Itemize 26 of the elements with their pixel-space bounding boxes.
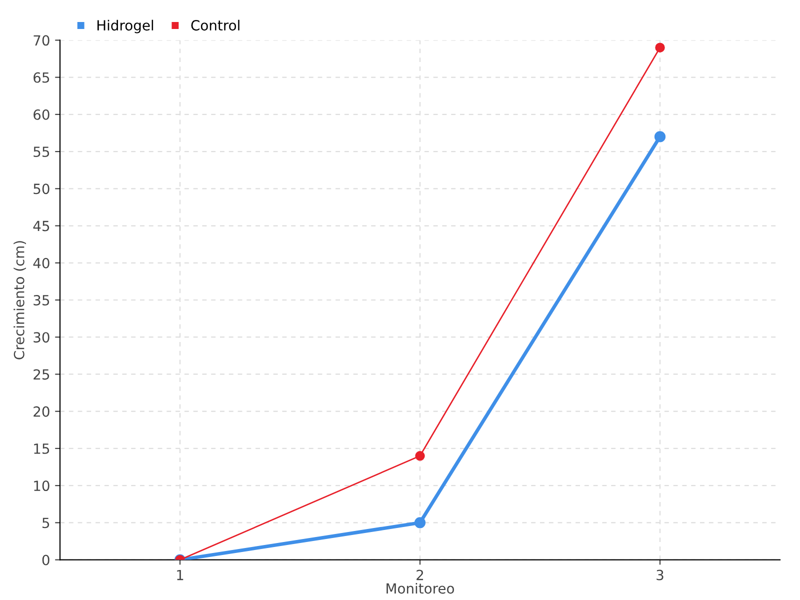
y-tick-label: 40 xyxy=(33,258,50,268)
y-tick-label: 20 xyxy=(34,406,50,417)
legend-label: Hidrogel xyxy=(97,20,154,34)
y-tick-label: 0 xyxy=(42,554,50,566)
y-tick-label: 60 xyxy=(34,109,50,120)
y-tick-label: 70 xyxy=(34,35,50,46)
point xyxy=(654,131,666,142)
y-tick-label: 45 xyxy=(33,220,50,232)
y-tick-label: 50 xyxy=(34,184,50,194)
y-tick-label: 65 xyxy=(34,72,50,83)
x-tick-label: 2 xyxy=(416,570,424,580)
y-tick-label: 55 xyxy=(34,146,50,158)
point xyxy=(414,517,426,528)
point xyxy=(655,42,665,52)
y-axis-title: Crecimiento (cm) xyxy=(14,241,26,360)
x-axis-title: Monitoreo xyxy=(386,582,454,594)
y-tick-label: 10 xyxy=(34,480,50,492)
legend-label: Control xyxy=(191,20,240,31)
y-tick-label: 35 xyxy=(34,294,50,306)
y-tick-label: 5 xyxy=(42,518,50,528)
y-tick-label: 30 xyxy=(34,332,50,343)
y-tick-label: 15 xyxy=(34,444,50,454)
y-tick-label: 25 xyxy=(34,369,50,380)
x-tick-label: 3 xyxy=(656,570,664,580)
x-tick-label: 1 xyxy=(177,570,184,580)
point xyxy=(415,451,425,461)
